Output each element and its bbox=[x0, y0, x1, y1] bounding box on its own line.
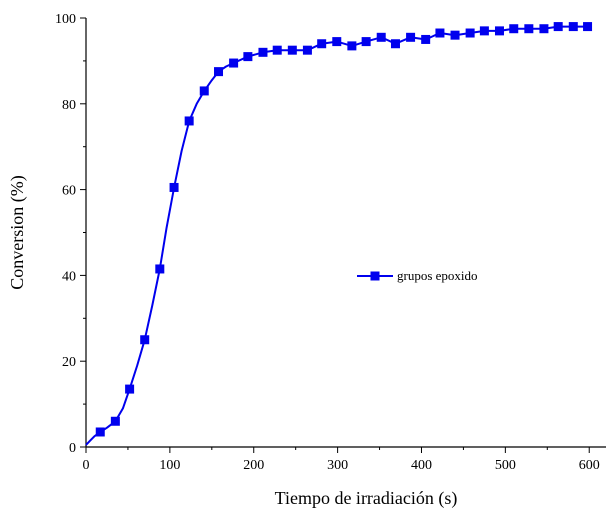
y-axis-title: Conversion (%) bbox=[7, 175, 28, 289]
legend-label: grupos epoxido bbox=[397, 268, 478, 283]
series-line-group bbox=[85, 25, 588, 446]
data-point bbox=[332, 37, 342, 47]
data-point bbox=[406, 32, 416, 42]
series-markers-group bbox=[95, 22, 593, 437]
data-point bbox=[583, 22, 593, 32]
data-point bbox=[465, 28, 475, 38]
data-point bbox=[95, 427, 105, 437]
data-point bbox=[494, 26, 504, 36]
data-point bbox=[479, 26, 489, 36]
y-tick-label: 40 bbox=[62, 269, 76, 284]
data-point bbox=[287, 45, 297, 55]
data-point bbox=[140, 335, 150, 345]
x-tick-label: 400 bbox=[411, 458, 432, 473]
data-point bbox=[524, 24, 534, 34]
y-tick-label: 100 bbox=[55, 12, 76, 27]
data-point bbox=[110, 416, 120, 426]
data-point bbox=[229, 58, 239, 68]
data-point bbox=[317, 39, 327, 49]
data-point bbox=[553, 22, 563, 32]
x-axis-title: Tiempo de irradiación (s) bbox=[275, 488, 458, 509]
data-point bbox=[214, 67, 224, 77]
data-point bbox=[155, 264, 165, 274]
data-point bbox=[302, 45, 312, 55]
axes-group: 0 100 200 300 400 500 600 0 20 40 60 80 100 bbox=[55, 12, 606, 473]
data-point bbox=[390, 39, 400, 49]
data-point bbox=[376, 32, 386, 42]
y-tick-label: 0 bbox=[69, 441, 76, 456]
data-point bbox=[199, 86, 209, 96]
series-line-grupos-epoxido bbox=[85, 25, 588, 446]
data-point bbox=[184, 116, 194, 126]
data-point bbox=[435, 28, 445, 38]
data-point bbox=[169, 182, 179, 192]
legend-marker-sample bbox=[370, 271, 380, 281]
data-point bbox=[539, 24, 549, 34]
data-point bbox=[258, 47, 268, 57]
x-tick-label: 300 bbox=[327, 458, 348, 473]
data-point bbox=[509, 24, 519, 34]
data-point bbox=[568, 22, 578, 32]
x-tick-label: 0 bbox=[83, 458, 90, 473]
data-point bbox=[272, 45, 282, 55]
y-tick-label: 60 bbox=[62, 184, 76, 199]
data-point bbox=[125, 384, 135, 394]
data-point bbox=[243, 52, 253, 62]
data-point bbox=[450, 30, 460, 40]
legend: grupos epoxido bbox=[357, 268, 478, 283]
y-tick-label: 80 bbox=[62, 98, 76, 113]
y-tick-label: 20 bbox=[62, 355, 76, 370]
data-point bbox=[347, 41, 357, 51]
data-point bbox=[421, 34, 431, 44]
x-tick-label: 500 bbox=[495, 458, 516, 473]
x-tick-label: 600 bbox=[579, 458, 600, 473]
data-point bbox=[361, 37, 371, 47]
x-tick-label: 100 bbox=[159, 458, 180, 473]
x-tick-label: 200 bbox=[243, 458, 264, 473]
